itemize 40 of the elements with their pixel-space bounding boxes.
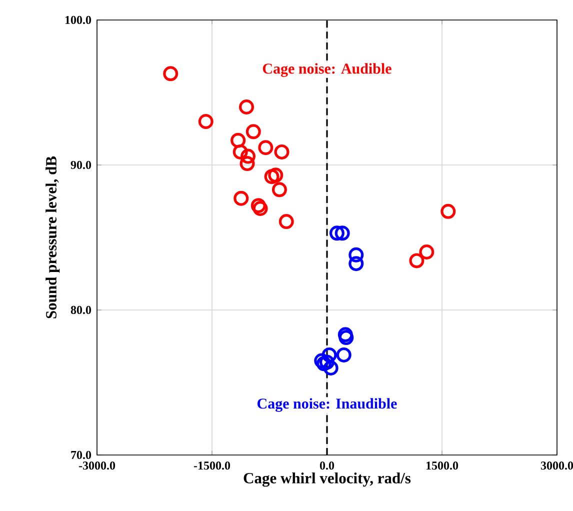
x-tick-label: 0.0 [320,462,334,470]
point [338,327,353,342]
point [234,190,249,206]
point [329,226,344,241]
y-tick-label: 90.0 [70,160,92,170]
y-tick-label: 80.0 [70,306,92,314]
point [163,66,178,82]
x-axis-title: Cage whirl velocity, rad/s [244,472,411,487]
point [240,148,256,164]
point [232,144,248,160]
point [348,247,364,262]
point [274,144,290,160]
point [336,347,352,362]
x-tick-label: -1500.0 [194,462,230,470]
point [230,132,246,148]
annotation: Cage noise: Audible [262,63,392,77]
point [323,360,338,376]
point [239,99,254,114]
annotation: Cage noise: Inaudible [258,398,397,412]
x-tick-label: 1500.0 [426,462,458,470]
point [240,156,255,172]
y-axis-title: Sound pressure level, dB [46,156,60,318]
point [246,124,261,140]
x-tick-label: 3000.0 [540,462,573,470]
point [348,256,364,272]
x-tick-label: -3000.0 [78,462,116,470]
point [322,347,337,362]
point [268,168,284,183]
y-tick-label: 70.0 [71,450,92,460]
point [338,330,354,346]
point [264,169,280,184]
point [334,226,350,241]
point [409,253,424,268]
y-tick-label: 100.0 [65,16,92,24]
point [440,204,456,219]
point [419,244,434,260]
point [272,182,287,198]
point [198,114,214,129]
point [278,214,294,230]
point [258,140,274,156]
